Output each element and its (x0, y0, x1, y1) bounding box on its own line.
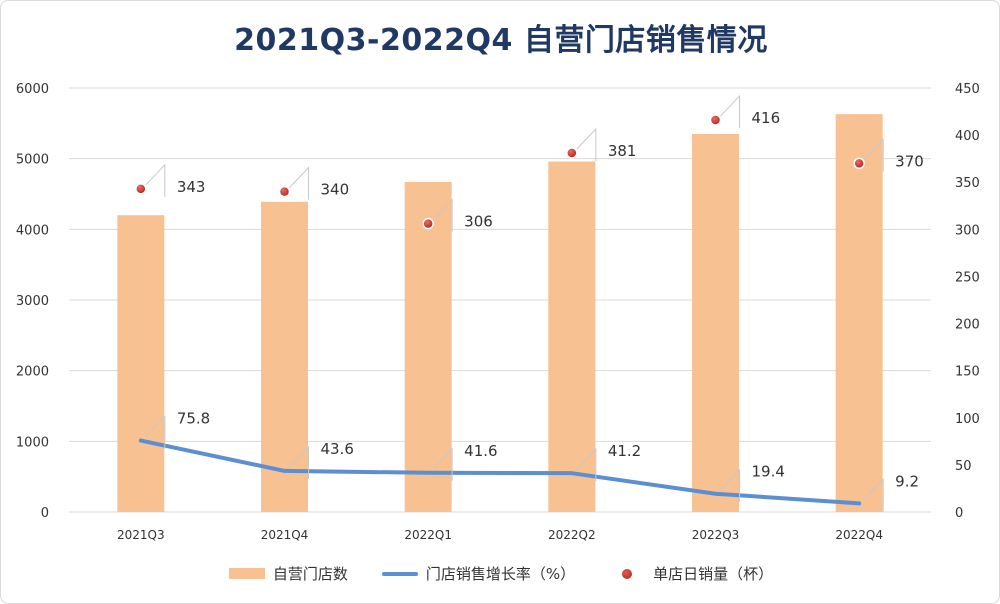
daily-sales-point (135, 183, 147, 195)
daily-sales-point (278, 185, 291, 198)
growth-label-leader (720, 468, 740, 502)
daily-sales-data-label: 416 (752, 109, 781, 127)
daily-sales-data-label: 340 (321, 181, 350, 199)
growth-data-label: 75.8 (177, 410, 210, 428)
bar (117, 215, 165, 512)
x-tick-label: 2021Q4 (261, 528, 309, 542)
y-left-tick-label: 2000 (16, 365, 49, 380)
x-tick-label: 2021Q3 (117, 528, 165, 542)
legend-label-growth: 门店销售增长率（%） (425, 565, 576, 583)
x-tick-label: 2022Q4 (835, 528, 883, 542)
growth-label-leader (289, 445, 309, 479)
chart-legend: 自营门店数 门店销售增长率（%） 单店日销量（杯） (1, 563, 999, 584)
growth-label-leader (145, 415, 166, 449)
y-left-tick-label: 3000 (16, 294, 49, 309)
legend-swatch-dot (622, 568, 633, 579)
y-right-tick-label: 350 (955, 176, 980, 191)
legend-item-stores: 自营门店数 (228, 563, 348, 584)
bar (548, 161, 596, 512)
daily-sales-label-leader (432, 198, 453, 232)
y-right-tick-label: 300 (955, 223, 980, 238)
y-right-tick-label: 50 (955, 459, 972, 474)
daily-sales-data-label: 370 (895, 152, 924, 170)
growth-label-leader (432, 447, 453, 481)
daily-sales-label-leader (289, 166, 309, 200)
y-left-tick-label: 4000 (16, 223, 49, 238)
y-left-tick-label: 5000 (16, 153, 49, 168)
growth-data-label: 9.2 (895, 472, 919, 490)
legend-item-daily-sales: 单店日销量（杯） (609, 563, 773, 584)
y-right-tick-label: 450 (955, 82, 980, 97)
chart-title: 2021Q3-2022Q4 自营门店销售情况 (234, 23, 768, 58)
y-right-tick-label: 200 (955, 318, 980, 333)
daily-sales-data-label: 343 (177, 178, 206, 196)
y-left-tick-label: 6000 (16, 82, 49, 97)
daily-sales-point (566, 147, 578, 159)
growth-data-label: 41.6 (464, 442, 497, 460)
y-right-tick-label: 0 (955, 506, 963, 521)
y-right-tick-label: 250 (955, 270, 980, 285)
growth-data-label: 19.4 (752, 463, 785, 481)
growth-label-leader (576, 447, 597, 482)
legend-label-daily-sales: 单店日销量（杯） (653, 565, 774, 583)
x-tick-label: 2022Q1 (404, 528, 452, 542)
growth-data-label: 41.2 (608, 442, 641, 460)
bar (404, 181, 452, 512)
growth-label-leader (863, 478, 884, 512)
y-left-tick-label: 1000 (16, 435, 49, 450)
y-right-tick-label: 150 (955, 365, 980, 380)
daily-sales-point (422, 217, 434, 230)
growth-data-label: 43.6 (321, 440, 354, 458)
daily-sales-point (853, 157, 865, 170)
y-right-tick-label: 100 (955, 412, 980, 427)
daily-sales-label-leader (863, 138, 884, 172)
legend-swatch-line (381, 571, 418, 576)
x-tick-label: 2022Q2 (548, 528, 596, 542)
legend-swatch-bar (228, 568, 265, 579)
legend-label-stores: 自营门店数 (272, 565, 348, 583)
y-right-tick-label: 400 (955, 129, 980, 144)
daily-sales-data-label: 381 (608, 142, 637, 160)
daily-sales-data-label: 306 (464, 213, 493, 231)
bar (692, 133, 739, 512)
legend-item-growth: 门店销售增长率（%） (381, 563, 576, 584)
bar (261, 201, 308, 513)
daily-sales-label-leader (720, 94, 740, 129)
daily-sales-point (709, 114, 722, 126)
daily-sales-label-leader (576, 127, 597, 162)
daily-sales-label-leader (145, 163, 166, 197)
x-tick-label: 2022Q3 (692, 528, 740, 542)
bar (835, 114, 883, 512)
y-left-tick-label: 0 (41, 506, 49, 521)
